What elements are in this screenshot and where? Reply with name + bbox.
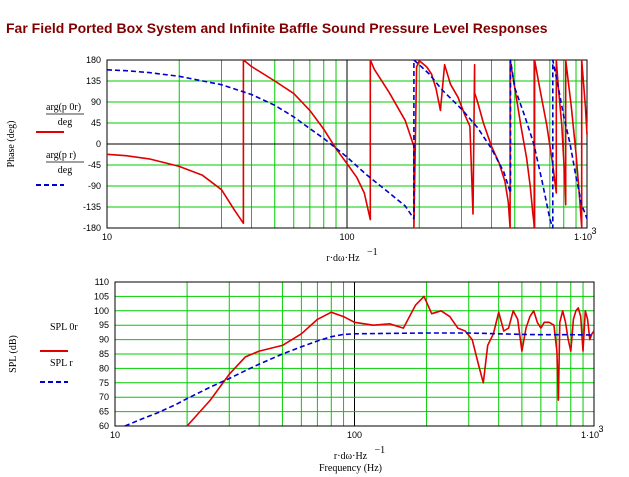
y-tick-label: 90 [99,335,109,345]
y-tick-label: 95 [99,320,109,330]
chart-title: Far Field Ported Box System and Infinite… [6,20,548,36]
plot-frame [106,59,588,229]
x-tick-exponent: 3 [598,424,603,434]
y-tick-label: 0 [96,139,101,149]
legend-label: arg(p 0r) [46,102,81,113]
y-axis-label: SPL (dB) [8,335,19,373]
legend-label-denominator: deg [58,165,72,176]
y-tick-label: 70 [99,392,109,402]
x-tick-label: 10 [110,430,120,440]
y-tick-label: 110 [95,277,109,287]
series-line-2 [124,332,595,427]
x-axis-label-2: Frequency (Hz) [319,463,382,474]
plot-frame [114,281,595,427]
y-tick-label: 75 [99,378,109,388]
x-tick-label: 100 [347,430,362,440]
series-line-2 [106,59,588,229]
y-tick-label: 100 [94,306,109,316]
y-tick-label: 90 [91,97,101,107]
x-tick-label: 10 [102,232,112,242]
y-tick-label: -90 [88,181,101,191]
y-tick-label: 105 [94,291,109,301]
legend-label: arg(p r) [46,150,76,161]
y-tick-label: 85 [99,349,109,359]
x-tick-exponent: 3 [591,226,596,236]
y-axis-label: Phase (deg) [6,121,17,168]
y-tick-label: 45 [91,118,101,128]
y-tick-label: 60 [99,421,109,431]
x-tick-label: 1·10 [581,430,599,440]
y-tick-label: -180 [83,223,101,233]
x-axis-label-exponent: −1 [367,247,378,258]
y-tick-label: 180 [86,55,101,65]
y-tick-label: 135 [86,76,101,86]
x-axis-label: r·dω·Hz [326,253,360,264]
x-tick-label: 1·10 [574,232,592,242]
legend-label-denominator: deg [58,117,72,128]
y-tick-label: 80 [99,363,109,373]
legend-label: SPL r [50,358,73,369]
x-tick-label: 100 [339,232,354,242]
x-axis-label-exponent: −1 [375,445,386,456]
series-line-1 [186,295,595,427]
y-tick-label: -45 [88,160,101,170]
legend-label: SPL 0r [50,322,78,333]
series-line-1 [106,59,588,229]
y-tick-label: -135 [83,202,101,212]
y-tick-label: 65 [99,407,109,417]
x-axis-label: r·dω·Hz [334,451,368,462]
